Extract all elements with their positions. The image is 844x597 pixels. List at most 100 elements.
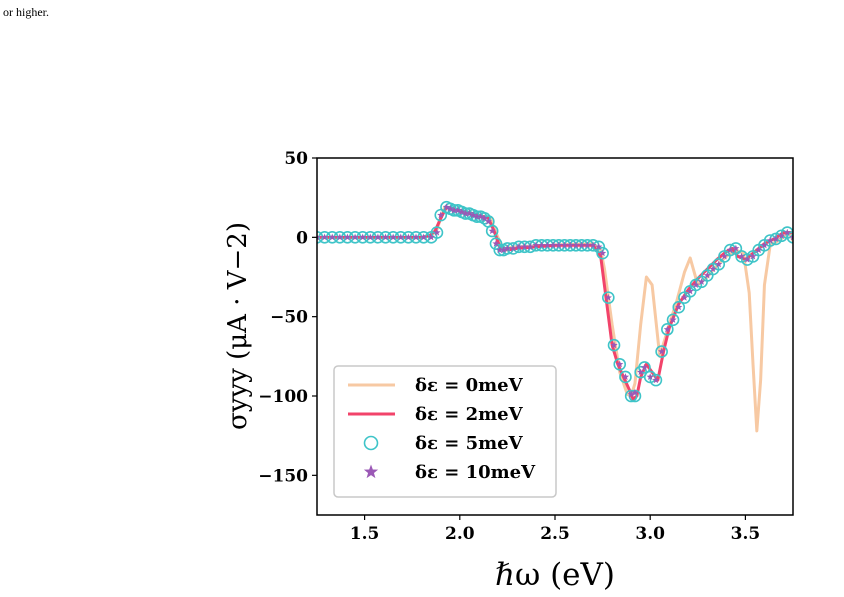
data-point-circle — [602, 291, 615, 304]
data-point-star — [697, 277, 706, 285]
data-point-circle — [430, 226, 444, 239]
data-point-star — [520, 243, 529, 250]
y-tick-label: 50 — [284, 149, 308, 169]
data-point-star — [442, 203, 451, 211]
data-point-star — [637, 368, 645, 376]
data-point-star — [616, 360, 624, 368]
series-line — [317, 205, 793, 433]
data-point-star — [640, 363, 649, 371]
legend-swatch-5meV — [363, 435, 379, 451]
data-point-star — [469, 211, 477, 219]
legend-box — [333, 365, 557, 498]
data-point-star — [397, 233, 405, 241]
data-point-star — [359, 233, 367, 241]
data-point-star — [420, 233, 428, 241]
y-tick-label: −100 — [258, 387, 308, 407]
data-point-star — [343, 233, 352, 241]
data-point-circle — [485, 224, 499, 238]
legend-label-2meV: δε = 2meV — [415, 404, 524, 425]
data-point-circle — [624, 389, 638, 403]
data-point-star — [726, 246, 734, 254]
legend-label-0meV: δε = 0meV — [415, 375, 524, 396]
data-point-star — [427, 233, 435, 241]
data-point-star — [755, 246, 763, 254]
data-point-star — [783, 228, 791, 236]
data-point-star — [692, 281, 700, 289]
data-point-star — [381, 233, 390, 241]
data-point-circle — [613, 357, 627, 371]
data-point-star — [549, 241, 557, 249]
data-point-star — [473, 212, 481, 220]
data-point-star — [743, 255, 751, 263]
series-3 — [317, 203, 793, 398]
data-point-star — [484, 217, 492, 225]
x-tick-label: 1.5 — [350, 524, 380, 544]
data-point-star — [589, 241, 597, 249]
y-tick-label: −150 — [258, 466, 308, 486]
data-point-star — [499, 246, 508, 254]
data-point-star — [772, 235, 780, 242]
data-point-circle — [638, 361, 651, 374]
data-point-star — [646, 373, 654, 381]
data-point-star — [336, 233, 344, 241]
data-point-star — [583, 241, 591, 249]
data-point-star — [538, 241, 546, 249]
data-point-circle — [619, 370, 632, 384]
data-point-star — [480, 214, 489, 222]
data-point-circle — [672, 300, 686, 314]
data-point-star — [631, 389, 639, 396]
data-point-star — [652, 376, 660, 384]
data-point-star — [715, 260, 723, 268]
x-axis-label: ℏω (eV) — [495, 557, 615, 593]
x-tick-label: 3.5 — [731, 524, 761, 544]
data-point-star — [532, 241, 540, 249]
data-point-star — [450, 206, 458, 214]
data-point-star — [703, 271, 711, 279]
legend-swatch-10meV — [363, 464, 379, 479]
data-point-star — [555, 241, 563, 249]
data-point-star — [669, 316, 677, 323]
y-tick-label: −50 — [270, 308, 308, 328]
series-0 — [317, 205, 793, 433]
data-point-star — [461, 209, 470, 217]
data-point-star — [526, 243, 534, 250]
data-point-star — [560, 241, 569, 249]
data-point-star — [404, 233, 413, 241]
data-point-star — [433, 228, 441, 236]
data-point-circle — [489, 237, 503, 250]
legend-star-marker — [363, 464, 379, 479]
data-point-star — [412, 233, 420, 241]
data-point-star — [610, 341, 618, 349]
data-point-star — [686, 287, 694, 295]
data-point-star — [777, 231, 786, 239]
data-point-star — [496, 246, 504, 254]
data-point-star — [454, 206, 462, 214]
data-point-star — [709, 265, 717, 273]
data-point-star — [732, 244, 740, 252]
data-point-star — [663, 325, 671, 333]
data-point-star — [737, 252, 746, 260]
data-point-star — [766, 236, 774, 244]
data-point-star — [488, 227, 496, 235]
data-point-star — [675, 303, 683, 311]
data-point-star — [760, 241, 769, 249]
data-point-star — [598, 249, 607, 257]
data-point-star — [351, 233, 359, 241]
data-point-star — [578, 241, 586, 249]
x-tick-label: 3.0 — [635, 524, 665, 544]
data-point-star — [604, 293, 612, 301]
y-tick-label: 0 — [296, 228, 308, 248]
data-point-star — [789, 233, 793, 241]
data-point-star — [477, 212, 485, 220]
data-point-star — [465, 209, 473, 217]
data-point-star — [749, 252, 757, 260]
legend-label-10meV: δε = 10meV — [415, 462, 536, 483]
data-point-circle — [655, 345, 668, 358]
data-point-star — [437, 211, 445, 219]
data-point-star — [492, 239, 500, 247]
data-point-star — [627, 390, 635, 398]
data-point-circle — [649, 373, 663, 387]
data-point-star — [374, 233, 382, 241]
ticks-layer: 1.5 2.0 2.5 3.0 3.5 50 0 −50 −100 −150 — [258, 149, 760, 544]
